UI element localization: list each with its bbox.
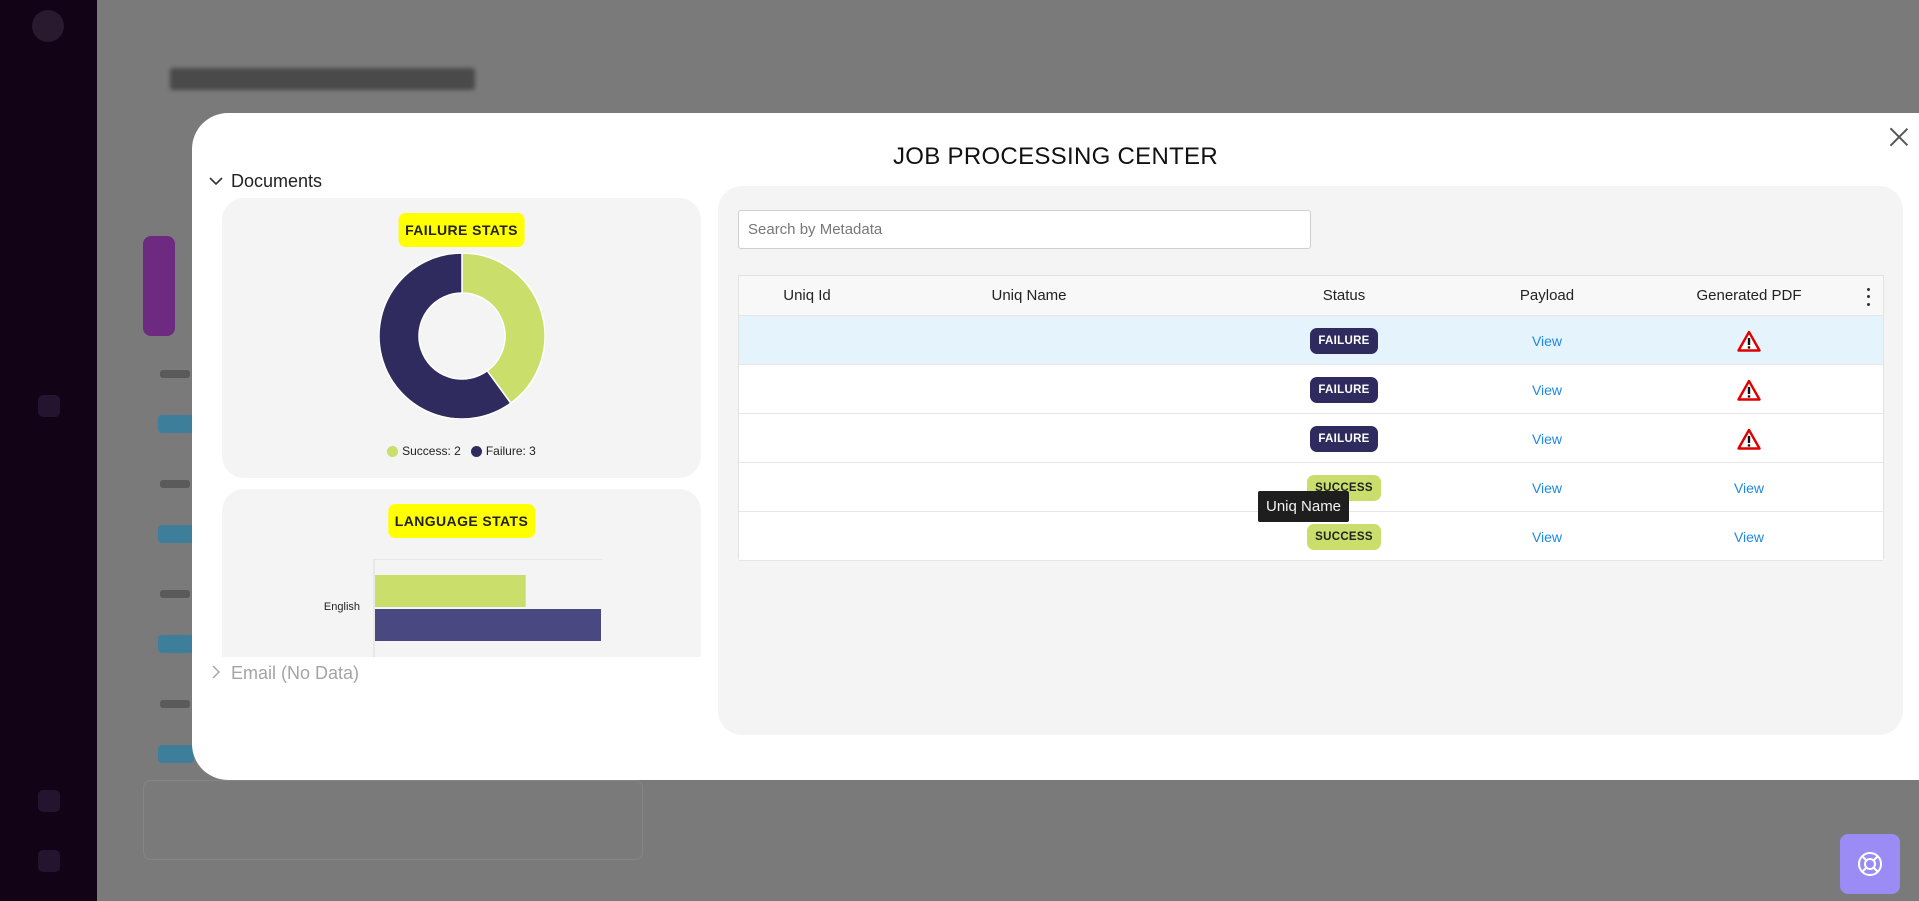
app-logo xyxy=(32,10,64,42)
bar-english-series-1[interactable] xyxy=(375,575,526,607)
payload-view-link[interactable]: View xyxy=(1531,332,1563,349)
legend-item-success[interactable]: Success: 2 xyxy=(387,444,461,458)
column-menu-icon[interactable] xyxy=(1865,286,1871,308)
failure-donut-chart xyxy=(379,253,545,419)
cell-status: FAILURE xyxy=(1244,365,1444,414)
background-page-title xyxy=(170,68,475,90)
column-header-uniq-id[interactable]: Uniq Id xyxy=(783,287,831,304)
legend-item-failure[interactable]: Failure: 3 xyxy=(470,444,536,458)
cell-uniq-name xyxy=(879,463,1179,512)
payload-view-link[interactable]: View xyxy=(1531,381,1563,398)
cell-uniq-id xyxy=(751,316,863,365)
chevron-down-icon xyxy=(209,174,223,189)
legend-dot-failure xyxy=(470,445,482,457)
documents-section-toggle[interactable]: Documents xyxy=(209,171,322,192)
background-bar xyxy=(160,370,190,378)
cell-uniq-id xyxy=(751,365,863,414)
job-processing-modal: JOB PROCESSING CENTER Documents FAILURE … xyxy=(192,113,1919,780)
language-stats-card: LANGUAGE STATS English xyxy=(222,489,701,657)
status-badge: FAILURE xyxy=(1310,376,1378,403)
metadata-search-input[interactable] xyxy=(738,210,1311,249)
table-row[interactable]: FAILURE View xyxy=(739,414,1883,463)
donut-slice-success[interactable] xyxy=(461,253,545,405)
column-header-generated-pdf[interactable]: Generated PDF xyxy=(1696,287,1802,304)
background-pill xyxy=(158,635,194,653)
table-header: Uniq Id Uniq Name Status Payload Generat… xyxy=(739,276,1883,316)
close-icon[interactable] xyxy=(1887,125,1911,149)
pdf-view-link[interactable]: View xyxy=(1733,479,1765,496)
warning-icon xyxy=(1737,428,1761,450)
background-sidebar xyxy=(0,0,97,901)
cell-payload: View xyxy=(1447,365,1647,414)
language-stats-badge: LANGUAGE STATS xyxy=(387,504,536,538)
nav-icon xyxy=(38,395,60,417)
category-label-english: English xyxy=(324,601,360,613)
cell-payload: View xyxy=(1447,414,1647,463)
chevron-right-icon xyxy=(209,665,223,682)
cell-generated-pdf xyxy=(1649,414,1849,463)
status-badge: FAILURE xyxy=(1310,327,1378,354)
background-panel xyxy=(143,780,643,860)
donut-slice-failure[interactable] xyxy=(379,253,512,419)
status-badge: FAILURE xyxy=(1310,425,1378,452)
warning-icon xyxy=(1737,330,1761,352)
legend-label-success: Success: 2 xyxy=(402,444,461,458)
help-button[interactable] xyxy=(1840,834,1900,894)
uniq-name-tooltip: Uniq Name xyxy=(1258,491,1350,522)
cell-uniq-id xyxy=(751,512,863,561)
email-section-toggle[interactable]: Email (No Data) xyxy=(209,663,359,684)
background-bar xyxy=(160,700,190,708)
background-bar xyxy=(160,480,190,488)
pdf-view-link[interactable]: View xyxy=(1733,528,1765,545)
cell-payload: View xyxy=(1447,512,1647,561)
cell-status: FAILURE xyxy=(1244,414,1444,463)
payload-view-link[interactable]: View xyxy=(1531,528,1563,545)
cell-uniq-name xyxy=(879,414,1179,463)
cell-status: SUCCESS xyxy=(1244,512,1444,561)
table-row[interactable]: FAILURE View xyxy=(739,365,1883,414)
legend-dot-success xyxy=(387,445,399,457)
background-pill xyxy=(158,745,194,763)
background-pill xyxy=(158,415,194,433)
cell-uniq-name xyxy=(879,316,1179,365)
legend-label-failure: Failure: 3 xyxy=(485,444,536,458)
jobs-panel: Uniq Id Uniq Name Status Payload Generat… xyxy=(718,186,1903,735)
documents-section-label: Documents xyxy=(231,171,323,191)
cell-generated-pdf: View xyxy=(1649,463,1849,512)
cell-uniq-id xyxy=(751,463,863,512)
modal-title: JOB PROCESSING CENTER xyxy=(892,143,1218,170)
column-header-uniq-name[interactable]: Uniq Name xyxy=(991,287,1067,304)
email-section-label: Email (No Data) xyxy=(231,663,360,683)
nav-icon xyxy=(38,790,60,812)
lifebuoy-icon xyxy=(1858,852,1882,876)
jobs-table: Uniq Id Uniq Name Status Payload Generat… xyxy=(738,275,1884,561)
background-pill xyxy=(158,525,194,543)
language-bar-chart: English xyxy=(324,559,602,657)
failure-stats-badge: FAILURE STATS xyxy=(398,213,525,247)
cell-uniq-id xyxy=(751,414,863,463)
background-bar xyxy=(160,590,190,598)
payload-view-link[interactable]: View xyxy=(1531,430,1563,447)
cell-uniq-name xyxy=(879,365,1179,414)
stats-scroll-area[interactable]: FAILURE STATS Success: 2 Failure: 3 LANG… xyxy=(222,198,701,657)
table-row[interactable]: FAILURE View xyxy=(739,316,1883,365)
cell-generated-pdf xyxy=(1649,316,1849,365)
background-card xyxy=(143,236,175,336)
cell-generated-pdf xyxy=(1649,365,1849,414)
bar-english-series-2[interactable] xyxy=(375,609,601,641)
nav-icon xyxy=(38,850,60,872)
failure-stats-card: FAILURE STATS Success: 2 Failure: 3 xyxy=(222,198,701,478)
warning-icon xyxy=(1737,379,1761,401)
cell-generated-pdf: View xyxy=(1649,512,1849,561)
column-header-status[interactable]: Status xyxy=(1322,287,1366,304)
failure-legend: Success: 2 Failure: 3 xyxy=(222,444,701,458)
payload-view-link[interactable]: View xyxy=(1531,479,1563,496)
status-badge: SUCCESS xyxy=(1307,523,1381,550)
cell-status: FAILURE xyxy=(1244,316,1444,365)
cell-payload: View xyxy=(1447,316,1647,365)
column-header-payload[interactable]: Payload xyxy=(1519,287,1575,304)
cell-payload: View xyxy=(1447,463,1647,512)
cell-uniq-name xyxy=(879,512,1179,561)
